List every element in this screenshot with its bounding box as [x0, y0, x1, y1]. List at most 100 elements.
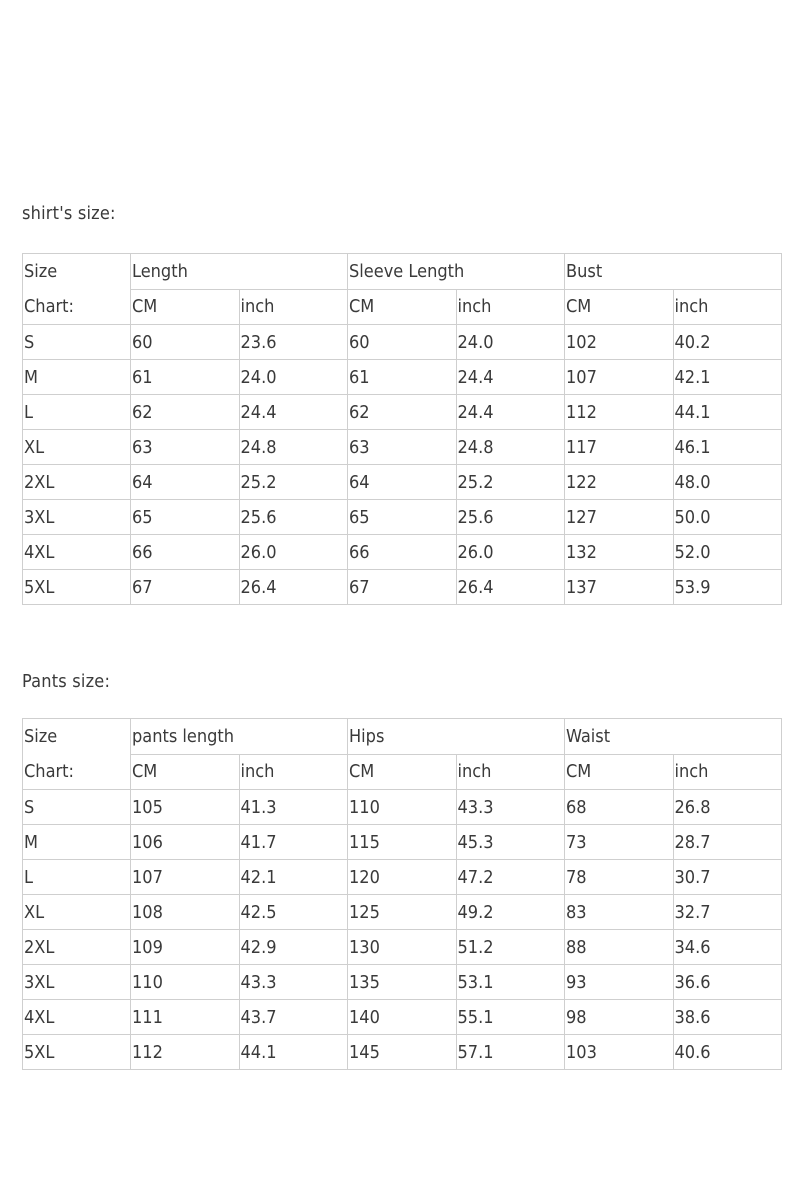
- value-cell: 55.1: [455, 999, 565, 1035]
- value-cell: 41.3: [238, 789, 348, 825]
- unit-header: inch: [672, 753, 782, 790]
- value-cell: 42.9: [238, 929, 348, 965]
- value-cell: 105: [130, 789, 240, 825]
- value-cell: 63: [347, 429, 457, 465]
- unit-header: CM: [347, 288, 457, 325]
- value-cell: 40.2: [672, 324, 782, 360]
- value-cell: 64: [347, 464, 457, 500]
- value-cell: 122: [564, 464, 674, 500]
- value-cell: 110: [130, 964, 240, 1000]
- value-cell: 117: [564, 429, 674, 465]
- value-cell: 109: [130, 929, 240, 965]
- header-row: Size Chart: pants length Hips Waist: [22, 718, 782, 790]
- value-cell: 66: [130, 534, 240, 570]
- unit-header: inch: [455, 753, 565, 790]
- table-row: M 61 24.0 61 24.4 107 42.1: [22, 359, 782, 395]
- value-cell: 42.1: [672, 359, 782, 395]
- unit-row: CM inch CM inch CM inch: [23, 753, 782, 790]
- value-cell: 53.1: [455, 964, 565, 1000]
- value-cell: 108: [130, 894, 240, 930]
- value-cell: 47.2: [455, 859, 565, 895]
- value-cell: 67: [130, 569, 240, 605]
- table-row: XL 63 24.8 63 24.8 117 46.1: [22, 429, 782, 465]
- size-cell: M: [22, 359, 131, 395]
- size-cell: 2XL: [22, 464, 131, 500]
- value-cell: 36.6: [672, 964, 782, 1000]
- value-cell: 32.7: [672, 894, 782, 930]
- group-header: Bust: [564, 253, 782, 290]
- pants-size-title: Pants size:: [22, 671, 111, 692]
- value-cell: 38.6: [672, 999, 782, 1035]
- value-cell: 68: [564, 789, 674, 825]
- value-cell: 65: [347, 499, 457, 535]
- value-cell: 43.3: [238, 964, 348, 1000]
- value-cell: 65: [130, 499, 240, 535]
- value-cell: 125: [347, 894, 457, 930]
- size-cell: 5XL: [22, 1034, 131, 1070]
- size-cell: 2XL: [22, 929, 131, 965]
- pants-size-table: Size Chart: pants length Hips Waist CM inch CM i…: [22, 718, 782, 1070]
- size-chart-label: Size Chart:: [22, 718, 131, 790]
- table-row: M 106 41.7 115 45.3 73 28.7: [22, 824, 782, 860]
- value-cell: 41.7: [238, 824, 348, 860]
- size-label: Size: [24, 261, 58, 282]
- size-cell: S: [22, 324, 131, 360]
- unit-header: CM: [564, 753, 674, 790]
- value-cell: 46.1: [672, 429, 782, 465]
- value-cell: 140: [347, 999, 457, 1035]
- value-cell: 61: [347, 359, 457, 395]
- value-cell: 130: [347, 929, 457, 965]
- value-cell: 23.6: [238, 324, 348, 360]
- value-cell: 60: [347, 324, 457, 360]
- table-row: 5XL 112 44.1 145 57.1 103 40.6: [22, 1034, 782, 1070]
- group-header: Hips: [347, 718, 565, 755]
- size-cell: M: [22, 824, 131, 860]
- value-cell: 62: [347, 394, 457, 430]
- value-cell: 25.6: [238, 499, 348, 535]
- value-cell: 26.0: [238, 534, 348, 570]
- value-cell: 28.7: [672, 824, 782, 860]
- value-cell: 43.7: [238, 999, 348, 1035]
- value-cell: 43.3: [455, 789, 565, 825]
- table-row: 2XL 64 25.2 64 25.2 122 48.0: [22, 464, 782, 500]
- size-cell: L: [22, 859, 131, 895]
- value-cell: 102: [564, 324, 674, 360]
- size-cell: L: [22, 394, 131, 430]
- value-cell: 60: [130, 324, 240, 360]
- value-cell: 115: [347, 824, 457, 860]
- value-cell: 26.4: [455, 569, 565, 605]
- size-cell: S: [22, 789, 131, 825]
- shirt-size-table: Size Chart: Length Sleeve Length Bust CM inch C…: [22, 253, 782, 605]
- unit-row: CM inch CM inch CM inch: [23, 288, 782, 325]
- value-cell: 110: [347, 789, 457, 825]
- value-cell: 83: [564, 894, 674, 930]
- value-cell: 64: [130, 464, 240, 500]
- value-cell: 51.2: [455, 929, 565, 965]
- value-cell: 30.7: [672, 859, 782, 895]
- size-cell: XL: [22, 429, 131, 465]
- size-cell: 4XL: [22, 999, 131, 1035]
- value-cell: 24.4: [455, 359, 565, 395]
- table-row: S 60 23.6 60 24.0 102 40.2: [22, 324, 782, 360]
- value-cell: 24.0: [455, 324, 565, 360]
- value-cell: 103: [564, 1034, 674, 1070]
- value-cell: 137: [564, 569, 674, 605]
- table-row: XL 108 42.5 125 49.2 83 32.7: [22, 894, 782, 930]
- value-cell: 26.8: [672, 789, 782, 825]
- value-cell: 111: [130, 999, 240, 1035]
- value-cell: 135: [347, 964, 457, 1000]
- value-cell: 73: [564, 824, 674, 860]
- unit-header: inch: [672, 288, 782, 325]
- value-cell: 50.0: [672, 499, 782, 535]
- value-cell: 132: [564, 534, 674, 570]
- value-cell: 25.6: [455, 499, 565, 535]
- value-cell: 48.0: [672, 464, 782, 500]
- value-cell: 67: [347, 569, 457, 605]
- table-row: 2XL 109 42.9 130 51.2 88 34.6: [22, 929, 782, 965]
- group-header: Length: [130, 253, 348, 290]
- value-cell: 44.1: [672, 394, 782, 430]
- value-cell: 24.8: [455, 429, 565, 465]
- value-cell: 120: [347, 859, 457, 895]
- value-cell: 42.1: [238, 859, 348, 895]
- table-row: S 105 41.3 110 43.3 68 26.8: [22, 789, 782, 825]
